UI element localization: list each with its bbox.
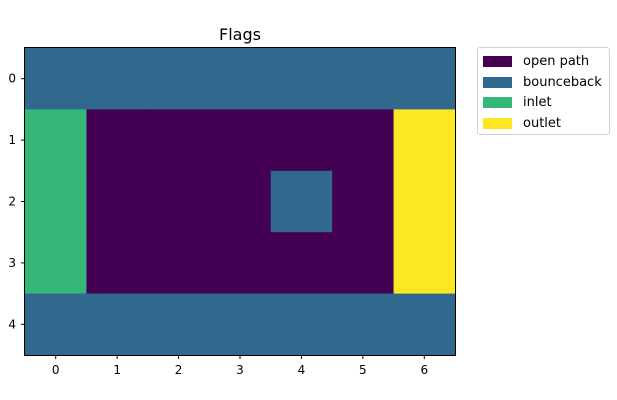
y-tick-label: 2 — [8, 195, 16, 209]
y-axis: 0 1 2 3 4 — [8, 72, 25, 331]
heatmap-cell-bounceback — [270, 48, 333, 110]
heatmap-cell-open-path — [147, 170, 210, 233]
heatmap-cell-inlet — [25, 170, 88, 233]
heatmap-cell-inlet — [25, 232, 88, 295]
y-tick-label: 4 — [8, 317, 16, 331]
legend: open path bounceback inlet outlet — [477, 47, 610, 135]
heatmap-cell-open-path — [270, 109, 333, 172]
heatmap-cell-bounceback — [393, 293, 456, 356]
x-axis: 0 1 2 3 4 5 6 — [52, 355, 428, 377]
legend-label: outlet — [523, 115, 561, 131]
heatmap-cell-open-path — [86, 170, 149, 233]
heatmap-cell-bounceback — [270, 170, 333, 233]
heatmap-cell-open-path — [147, 109, 210, 172]
x-tick-label: 1 — [113, 363, 121, 377]
heatmap-cell-open-path — [270, 232, 333, 295]
heatmap-cell-outlet — [393, 232, 456, 295]
legend-label: bounceback — [523, 74, 602, 90]
heatmap-cell-outlet — [393, 170, 456, 233]
heatmap-cell-outlet — [393, 109, 456, 172]
heatmap-cell-inlet — [25, 109, 88, 172]
heatmap-cell-bounceback — [25, 293, 88, 356]
plot-frame — [24, 47, 456, 356]
heatmap-cell-bounceback — [147, 48, 210, 110]
legend-item-open-path: open path — [483, 53, 590, 69]
x-tick-label: 3 — [236, 363, 244, 377]
x-tick-label: 2 — [175, 363, 183, 377]
heatmap-cell-open-path — [147, 232, 210, 295]
heatmap-cell-bounceback — [86, 48, 149, 110]
heatmap-cell-bounceback — [332, 48, 395, 110]
heatmap-cell-open-path — [86, 109, 149, 172]
legend-swatch — [483, 76, 512, 88]
legend-item-outlet: outlet — [483, 115, 561, 131]
x-tick-label: 0 — [52, 363, 60, 377]
x-tick-label: 4 — [298, 363, 306, 377]
legend-label: inlet — [523, 94, 552, 110]
heatmap-cell-open-path — [209, 232, 272, 295]
chart-title: Flags — [219, 25, 261, 44]
x-tick-label: 5 — [359, 363, 367, 377]
y-tick-label: 0 — [8, 72, 16, 86]
legend-label: open path — [523, 53, 590, 69]
heatmap-cell-open-path — [332, 232, 395, 295]
heatmap-cell-open-path — [209, 109, 272, 172]
heatmap-cell-bounceback — [25, 48, 88, 110]
heatmap-cell-open-path — [332, 170, 395, 233]
heatmap-cell-open-path — [332, 109, 395, 172]
heatmap-cell-bounceback — [209, 293, 272, 356]
legend-swatch — [483, 96, 512, 108]
legend-item-inlet: inlet — [483, 94, 552, 110]
x-tick-label: 6 — [420, 363, 428, 377]
legend-swatch — [483, 117, 512, 129]
heatmap-cell-bounceback — [209, 48, 272, 110]
y-tick-label: 3 — [8, 256, 16, 270]
heatmap-cell-bounceback — [86, 293, 149, 356]
legend-item-bounceback: bounceback — [483, 74, 602, 90]
heatmap-cell-bounceback — [147, 293, 210, 356]
heatmap-cell-bounceback — [332, 293, 395, 356]
heatmap-cells — [25, 48, 456, 356]
heatmap-cell-open-path — [209, 170, 272, 233]
heatmap-cell-bounceback — [393, 48, 456, 110]
heatmap-cell-bounceback — [270, 293, 333, 356]
y-tick-label: 1 — [8, 133, 16, 147]
heatmap-cell-open-path — [86, 232, 149, 295]
legend-swatch — [483, 55, 512, 67]
